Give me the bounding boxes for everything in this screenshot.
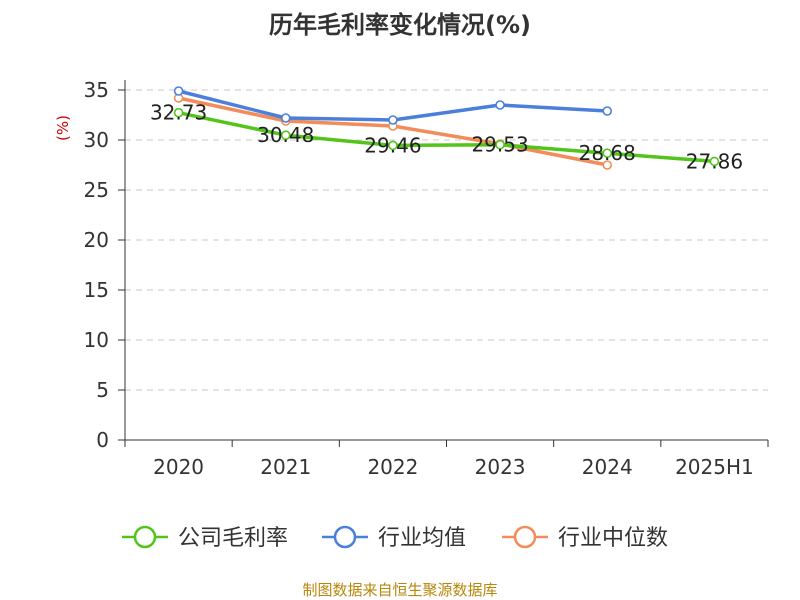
y-tick-label: 35 — [84, 78, 109, 102]
x-tick-label: 2024 — [582, 455, 633, 479]
data-point — [173, 107, 184, 118]
legend-swatch-marker — [133, 525, 157, 549]
x-tick-label: 2021 — [260, 455, 311, 479]
data-label: 28.68 — [579, 141, 636, 165]
legend-item: 公司毛利率 — [122, 525, 288, 551]
legend-label: 公司毛利率 — [178, 526, 288, 551]
chart-title: 历年毛利率变化情况(%) — [269, 11, 531, 39]
data-point — [280, 130, 291, 140]
x-tick-label: 2020 — [153, 455, 204, 479]
data-label: 29.53 — [471, 133, 528, 157]
grid-lines — [125, 89, 768, 391]
x-tick-label: 2023 — [475, 455, 526, 479]
data-point — [709, 156, 720, 167]
axes: 0 5 10 15 20 25 30 35 2020 2021 2022 2023 2024 2025H1 — [84, 78, 769, 479]
data-point — [602, 106, 613, 116]
legend-swatch-marker — [333, 525, 357, 549]
source-note: 制图数据来自恒生聚源数据库 — [302, 581, 497, 599]
y-tick-label: 25 — [84, 178, 109, 202]
series-line — [178, 110, 715, 164]
legend-label: 行业中位数 — [558, 526, 668, 551]
series-lines — [173, 86, 720, 170]
y-tick-label: 10 — [84, 328, 109, 352]
x-tick-label: 2025H1 — [675, 455, 754, 479]
data-point — [495, 139, 505, 150]
legend-swatch-marker — [513, 525, 537, 549]
legend-item: 行业均值 — [322, 525, 466, 551]
y-tick-label: 0 — [96, 428, 109, 452]
data-point — [173, 86, 184, 96]
data-point — [495, 100, 505, 110]
legend: 公司毛利率 行业均值 行业中位数 — [122, 525, 668, 551]
data-point — [388, 115, 398, 125]
data-point — [602, 148, 613, 158]
legend-label: 行业均值 — [378, 526, 466, 551]
y-tick-label: 15 — [84, 278, 109, 302]
data-point — [388, 140, 398, 151]
y-tick-label: 30 — [84, 128, 109, 152]
y-tick-label: 5 — [96, 378, 109, 402]
x-tick-label: 2022 — [367, 455, 418, 479]
data-label: 32.73 — [150, 101, 207, 125]
data-label: 30.48 — [257, 123, 314, 147]
data-labels: 32.73 30.48 29.46 29.53 28.68 27.86 — [150, 101, 743, 174]
data-point — [602, 160, 613, 170]
y-tick-label: 20 — [84, 228, 109, 252]
data-label: 29.46 — [364, 133, 421, 157]
data-point — [280, 113, 291, 123]
y-axis-label: (%) — [54, 115, 72, 141]
legend-item: 行业中位数 — [502, 525, 668, 551]
data-label: 27.86 — [686, 149, 743, 173]
